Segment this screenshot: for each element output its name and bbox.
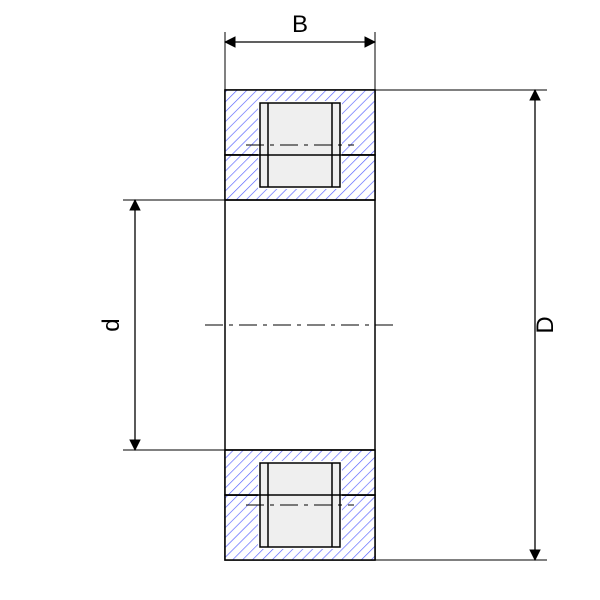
dim-D-label: D	[532, 316, 559, 333]
dim-d-label: d	[98, 318, 125, 331]
dim-B-label: B	[292, 11, 308, 38]
